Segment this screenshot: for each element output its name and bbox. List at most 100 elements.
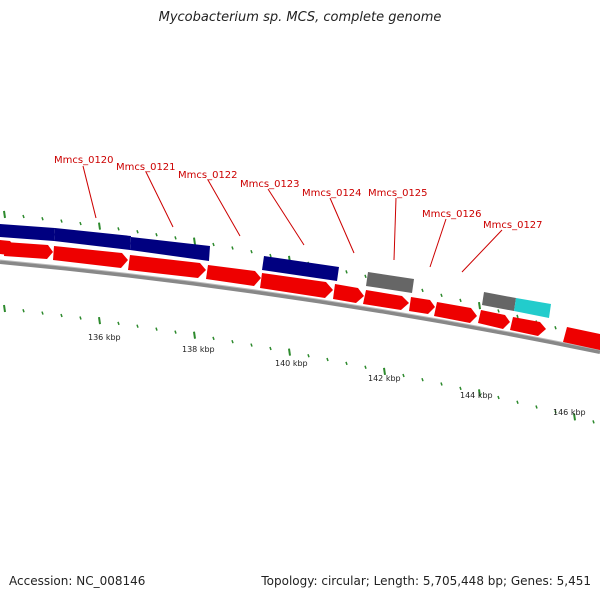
minor-tick xyxy=(440,382,443,386)
cds-arrow[interactable] xyxy=(206,265,261,286)
gene-label[interactable]: Mmcs_0127 xyxy=(483,220,543,231)
minor-tick xyxy=(250,343,253,347)
minor-tick xyxy=(421,288,424,293)
cds-track xyxy=(0,240,600,350)
minor-tick xyxy=(459,298,462,303)
major-tick xyxy=(193,331,196,339)
map-title: Mycobacterium sp. MCS, complete genome xyxy=(158,10,442,25)
minor-tick xyxy=(516,400,519,404)
minor-tick xyxy=(269,346,272,351)
feature-bar-mmcs-0120b[interactable] xyxy=(54,228,131,250)
scale-label: 142 kbp xyxy=(368,374,401,383)
minor-tick xyxy=(136,324,139,328)
cds-arrow[interactable] xyxy=(363,290,409,310)
minor-tick xyxy=(459,386,462,391)
minor-tick xyxy=(345,361,348,366)
minor-tick xyxy=(345,270,348,274)
minor-tick xyxy=(155,233,158,237)
minor-tick xyxy=(174,236,177,240)
major-tick xyxy=(478,301,481,310)
gene-label[interactable]: Mmcs_0123 xyxy=(240,179,300,190)
feature-track xyxy=(0,224,551,318)
minor-tick xyxy=(307,354,310,358)
cds-arrow[interactable] xyxy=(409,297,435,314)
gene-label[interactable]: Mmcs_0124 xyxy=(302,188,362,199)
minor-tick xyxy=(41,216,44,221)
cds-arrow[interactable] xyxy=(4,242,53,259)
minor-tick xyxy=(22,214,25,219)
minor-tick xyxy=(212,336,215,341)
cds-arrow[interactable] xyxy=(128,255,206,278)
gene-label[interactable]: Mmcs_0125 xyxy=(368,188,428,199)
minor-tick xyxy=(174,330,177,334)
minor-tick xyxy=(326,357,329,362)
gene-labels: Mmcs_0120 Mmcs_0121 Mmcs_0122 Mmcs_0123 … xyxy=(54,155,543,231)
minor-tick xyxy=(402,373,405,378)
major-tick xyxy=(288,348,291,356)
feature-bar-gray[interactable] xyxy=(482,292,516,311)
label-leader-lines xyxy=(82,165,503,273)
minor-tick xyxy=(60,219,63,223)
minor-tick xyxy=(497,395,500,400)
minor-tick xyxy=(79,316,82,320)
feature-bar-mmcs-0125[interactable] xyxy=(366,272,414,293)
inner-tick-marks xyxy=(3,304,595,424)
minor-tick xyxy=(554,410,557,414)
minor-tick xyxy=(592,420,595,424)
minor-tick xyxy=(231,339,234,344)
major-tick xyxy=(98,222,101,230)
major-tick xyxy=(383,367,386,375)
minor-tick xyxy=(421,377,424,382)
cds-arrow[interactable] xyxy=(510,317,546,336)
gene-label[interactable]: Mmcs_0121 xyxy=(116,162,176,173)
minor-tick xyxy=(497,309,500,313)
feature-bar-mmcs-0120[interactable] xyxy=(0,224,55,241)
minor-tick xyxy=(41,311,44,315)
major-tick xyxy=(3,304,6,313)
major-tick xyxy=(478,389,481,397)
feature-bar-cyan[interactable] xyxy=(514,298,551,318)
minor-tick xyxy=(535,405,538,409)
gene-label[interactable]: Mmcs_0120 xyxy=(54,155,114,166)
feature-bar-mmcs-0123[interactable] xyxy=(262,256,339,281)
cds-arrow[interactable] xyxy=(563,327,600,350)
genome-stats: Topology: circular; Length: 5,705,448 bp… xyxy=(261,574,591,588)
cds-arrow[interactable] xyxy=(434,302,477,323)
minor-tick xyxy=(231,246,234,250)
scale-label: 138 kbp xyxy=(182,345,215,354)
accession-label: Accession: NC_008146 xyxy=(9,574,146,588)
feature-bar-mmcs-0121[interactable] xyxy=(130,237,210,261)
major-tick xyxy=(98,317,101,325)
minor-tick xyxy=(364,365,367,370)
cds-arrow[interactable] xyxy=(53,246,128,268)
cds-arrow[interactable] xyxy=(478,310,510,329)
scale-labels: 136 kbp 138 kbp 140 kbp 142 kbp 144 kbp … xyxy=(88,333,586,417)
minor-tick xyxy=(22,308,25,313)
major-tick xyxy=(3,210,6,219)
minor-tick xyxy=(554,325,557,330)
minor-tick xyxy=(117,321,120,326)
genome-backbone xyxy=(0,260,600,354)
minor-tick xyxy=(79,221,82,226)
minor-tick xyxy=(364,274,367,279)
gene-label[interactable]: Mmcs_0126 xyxy=(422,209,482,220)
scale-label: 140 kbp xyxy=(275,359,308,368)
minor-tick xyxy=(136,230,139,234)
scale-label: 146 kbp xyxy=(553,408,586,417)
minor-tick xyxy=(155,327,158,331)
cds-arrow[interactable] xyxy=(260,273,333,298)
gene-label[interactable]: Mmcs_0122 xyxy=(178,170,238,181)
minor-tick xyxy=(516,314,519,319)
minor-tick xyxy=(269,253,272,258)
minor-tick xyxy=(212,242,215,247)
major-tick xyxy=(193,237,196,245)
minor-tick xyxy=(440,293,443,298)
scale-label: 136 kbp xyxy=(88,333,121,342)
scale-label: 144 kbp xyxy=(460,391,493,400)
major-tick xyxy=(573,413,576,421)
minor-tick xyxy=(117,227,120,231)
minor-tick xyxy=(60,313,63,318)
cds-arrow[interactable] xyxy=(333,284,364,303)
genome-backbone-highlight xyxy=(0,259,600,351)
